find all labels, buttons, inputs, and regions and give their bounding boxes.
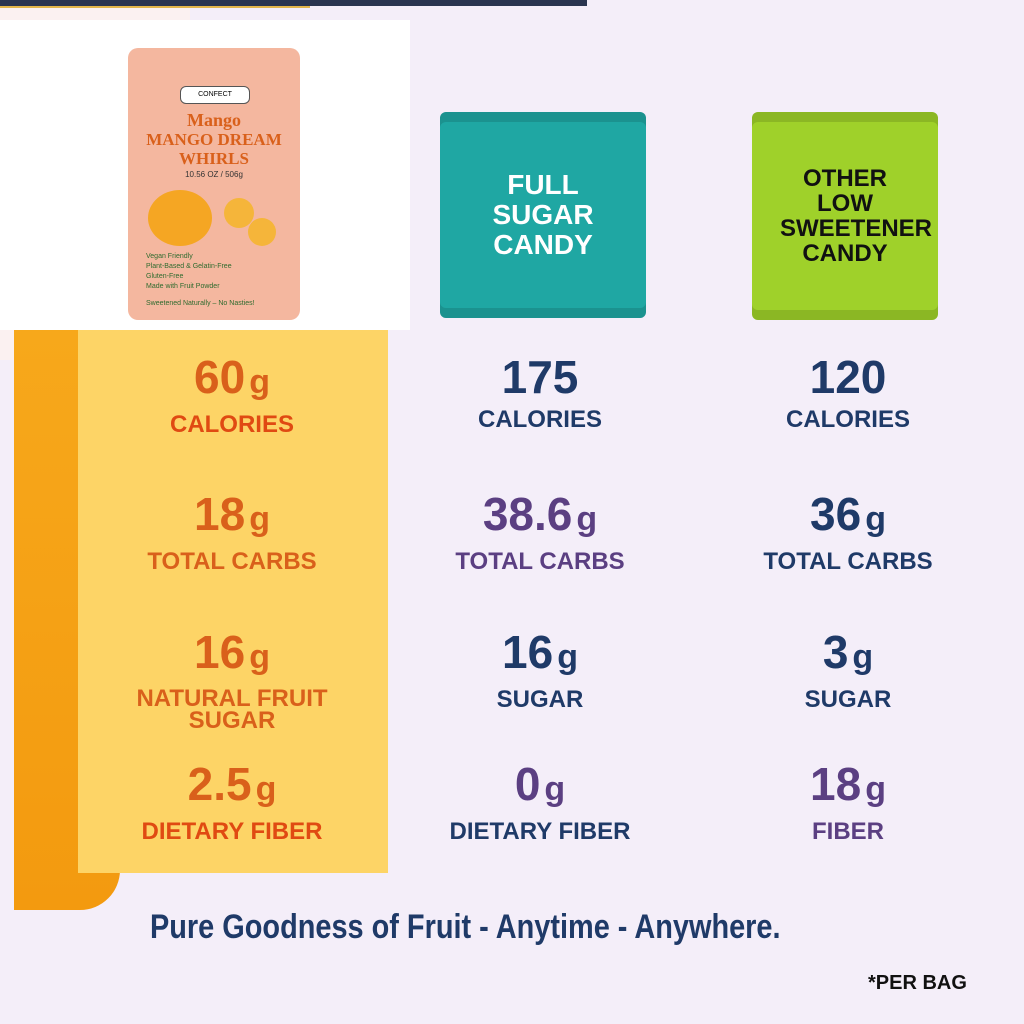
flavor: Mango [187,110,241,130]
unit: g [852,638,874,676]
tagline: Sweetened Naturally – No Nasties! [146,300,255,307]
label: FIBER [812,818,884,845]
product-bag: CONFECT Mango MANGO DREAM WHIRLS 10.56 O… [128,48,300,320]
slogan: Pure Goodness of Fruit - Anytime - Anywh… [150,908,781,946]
unit: g [249,500,270,538]
unit: g [255,770,277,808]
unit: g [249,638,270,676]
label: TOTAL CARBS [455,548,625,575]
value-number: 16 [502,626,554,678]
note: *PER BAG [868,972,967,994]
value: 60 g [82,352,382,407]
cell: 36 g TOTAL CARBS [698,489,998,574]
value-number: 38.6 [482,488,573,540]
cell: 16 g NATURAL FRUIT SUGAR [82,627,382,734]
value: 38.6 g [390,489,690,544]
label: TOTAL CARBS [763,548,933,575]
cell: 60 g CALORIES [82,352,382,437]
value-number: 120 [809,351,887,403]
gummy [224,198,254,228]
value-number: 2.5 [187,758,252,810]
value-number: 36 [810,488,862,540]
label: SUGAR [804,686,892,713]
competitor-pouch: OTHER LOW SWEETENER CANDY [752,112,938,320]
label: DIETARY FIBER [141,818,323,845]
value: 2.5 g [82,759,382,814]
value-number: 18 [194,488,246,540]
label: CALORIES [169,411,294,438]
value-number: 16 [194,626,246,678]
unit: g [249,363,270,401]
divider [0,2,587,4]
cell: 0 g DIETARY FIBER [390,759,690,844]
value: 36 g [698,489,998,544]
value: 175 [390,352,690,402]
cell: 2.5 g DIETARY FIBER [82,759,382,844]
cell: 18 g TOTAL CARBS [82,489,382,574]
product-name: MANGO DREAM WHIRLS [146,130,282,168]
cell: 120 CALORIES [698,352,998,432]
value-number: 60 [194,351,246,403]
divider [0,6,310,7]
feature: Plant-Based & Gelatin-Free [146,263,232,270]
value: 16 g [82,627,382,682]
brand: CONFECT [180,86,250,104]
unit: g [576,500,598,538]
value: 18 g [82,489,382,544]
features: Vegan Friendly Plant-Based & Gelatin-Free… [146,252,296,292]
unit: g [865,500,886,538]
divider [0,7,310,8]
competitor-name: FULL SUGAR CANDY [492,169,594,260]
value-number: 175 [501,351,579,403]
cell: 3 g SUGAR [698,627,998,712]
label: CALORIES [477,406,602,433]
value-number: 3 [822,626,849,678]
value: 120 [698,352,998,402]
label: NATURAL FRUIT SUGAR [136,685,328,734]
label: SUGAR [496,686,584,713]
value-number: 0 [514,758,541,810]
value: 16 g [390,627,690,682]
label: DIETARY FIBER [449,818,631,845]
feature: Gluten-Free [146,273,184,280]
cell: 175 CALORIES [390,352,690,432]
weight: 10.56 OZ / 506g [185,170,243,179]
unit: g [557,638,578,676]
cell: 18 g FIBER [698,759,998,844]
unit: g [865,770,886,808]
value: 18 g [698,759,998,814]
cell: 16 g SUGAR [390,627,690,712]
feature: Made with Fruit Powder [146,283,220,290]
product-panel: CONFECT Mango MANGO DREAM WHIRLS 10.56 O… [0,20,410,330]
highlight-column [78,330,388,873]
competitor-pouch: FULL SUGAR CANDY [440,112,646,318]
divider [0,4,587,6]
gummy [248,218,276,246]
unit: g [544,770,566,808]
mango [148,190,212,246]
value-number: 18 [810,758,862,810]
label: TOTAL CARBS [147,548,317,575]
cell: 38.6 g TOTAL CARBS [390,489,690,574]
feature: Vegan Friendly [146,253,193,260]
divider [0,0,587,2]
competitor-name: OTHER LOW SWEETENER CANDY [780,165,933,267]
label: CALORIES [785,406,910,433]
